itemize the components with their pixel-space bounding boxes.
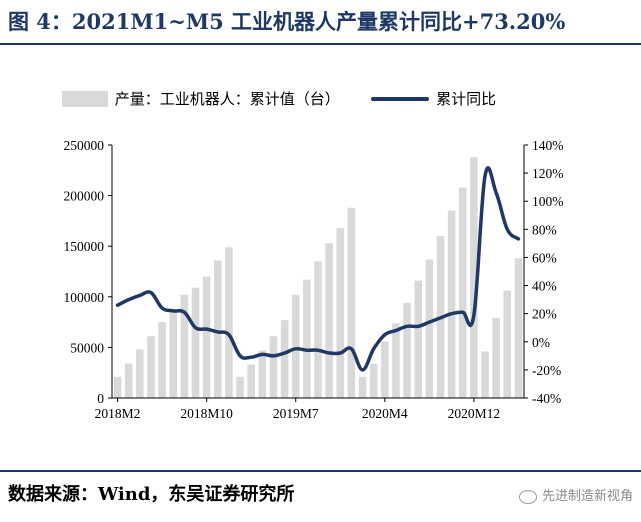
left-tick-label: 200000 xyxy=(64,189,105,204)
bar-2020M4 xyxy=(381,341,389,398)
chart-legend: 产量：工业机器人：累计值（台） 累计同比 xyxy=(62,88,496,109)
x-tick-label: 2018M10 xyxy=(180,406,233,421)
bar-2021M5 xyxy=(514,258,523,398)
bar-2020M5 xyxy=(392,323,400,398)
legend-line-label: 累计同比 xyxy=(436,90,497,108)
bar-2019M2 xyxy=(236,376,244,398)
left-tick-label: 150000 xyxy=(64,239,105,254)
right-tick-label: 20% xyxy=(532,307,557,322)
bar-2018M2 xyxy=(113,376,122,398)
bar-2019M4 xyxy=(258,350,267,398)
left-tick-label: 100000 xyxy=(64,290,105,305)
x-tick-label: 2020M4 xyxy=(362,406,408,421)
bar-2018M9 xyxy=(191,287,200,398)
bar-2019M3 xyxy=(247,364,255,398)
bar-2021M3 xyxy=(492,318,500,398)
bar-2018M12 xyxy=(225,247,233,398)
right-tick-label: 140% xyxy=(532,138,564,153)
chart-title: 图 4：2021M1~M5 工业机器人产量累计同比+73.20% xyxy=(8,9,566,34)
bar-2021M4 xyxy=(503,290,512,398)
bar-2019M11 xyxy=(336,227,345,398)
right-tick-label: 80% xyxy=(532,222,557,237)
source-note: 数据来源：Wind，东吴证券研究所 xyxy=(8,484,295,505)
x-tick-label: 2019M7 xyxy=(273,406,319,421)
bar-2020M2 xyxy=(358,376,367,398)
right-tick-label: 40% xyxy=(532,279,557,294)
bar-2018M3 xyxy=(124,363,133,398)
bar-2020M12 xyxy=(470,157,478,398)
bar-2019M9 xyxy=(314,261,322,398)
right-tick-label: 60% xyxy=(532,250,557,265)
x-tick-label: 2018M2 xyxy=(95,406,141,421)
bar-2021M2 xyxy=(481,351,489,398)
legend-bar-swatch xyxy=(62,90,108,107)
right-tick-label: -40% xyxy=(532,391,561,406)
bar-2019M8 xyxy=(303,279,311,398)
bar-2018M10 xyxy=(202,276,211,398)
right-tick-label: 0% xyxy=(532,335,550,350)
axes xyxy=(108,144,528,402)
left-tick-label: 250000 xyxy=(64,138,105,153)
footer-divider xyxy=(0,470,641,472)
right-tick-label: -20% xyxy=(532,363,561,378)
bar-2018M4 xyxy=(136,349,144,398)
x-tick-label: 2020M12 xyxy=(448,406,501,421)
bar-2019M10 xyxy=(325,243,333,398)
bar-2020M7 xyxy=(414,280,423,398)
axis-labels: 0 50000 100000 150000 200000 250000 -40% -20% 0%… xyxy=(64,138,564,421)
bar-2019M6 xyxy=(280,320,289,398)
bar-2019M5 xyxy=(269,336,278,398)
bar-2020M11 xyxy=(458,187,467,398)
bar-2020M6 xyxy=(403,302,411,398)
bar-2020M3 xyxy=(369,363,378,398)
right-tick-label: 100% xyxy=(532,194,564,209)
bar-series xyxy=(113,157,523,398)
bar-2020M8 xyxy=(425,259,434,398)
bar-2019M12 xyxy=(347,207,356,398)
left-tick-label: 0 xyxy=(97,391,104,406)
right-tick-label: 120% xyxy=(532,166,564,181)
watermark-text: 先进制造新视角 xyxy=(541,489,633,504)
chart-plot: 0 50000 100000 150000 200000 250000 -40% -20% 0%… xyxy=(64,138,564,421)
bar-2018M5 xyxy=(147,336,155,398)
line-series xyxy=(115,166,521,372)
watermark: 先进制造新视角 xyxy=(518,485,633,504)
bar-2018M8 xyxy=(180,294,189,398)
bar-2018M6 xyxy=(158,322,166,398)
legend-line-swatch xyxy=(371,96,430,101)
bar-2018M7 xyxy=(169,310,178,398)
left-tick-label: 50000 xyxy=(70,340,104,355)
wechat-icon xyxy=(518,489,537,504)
legend-bar-label: 产量：工业机器人：累计值（台） xyxy=(114,90,340,108)
bar-2020M10 xyxy=(447,210,456,398)
bar-2018M11 xyxy=(213,260,222,398)
title-divider xyxy=(0,43,641,45)
bar-2019M7 xyxy=(291,294,300,398)
